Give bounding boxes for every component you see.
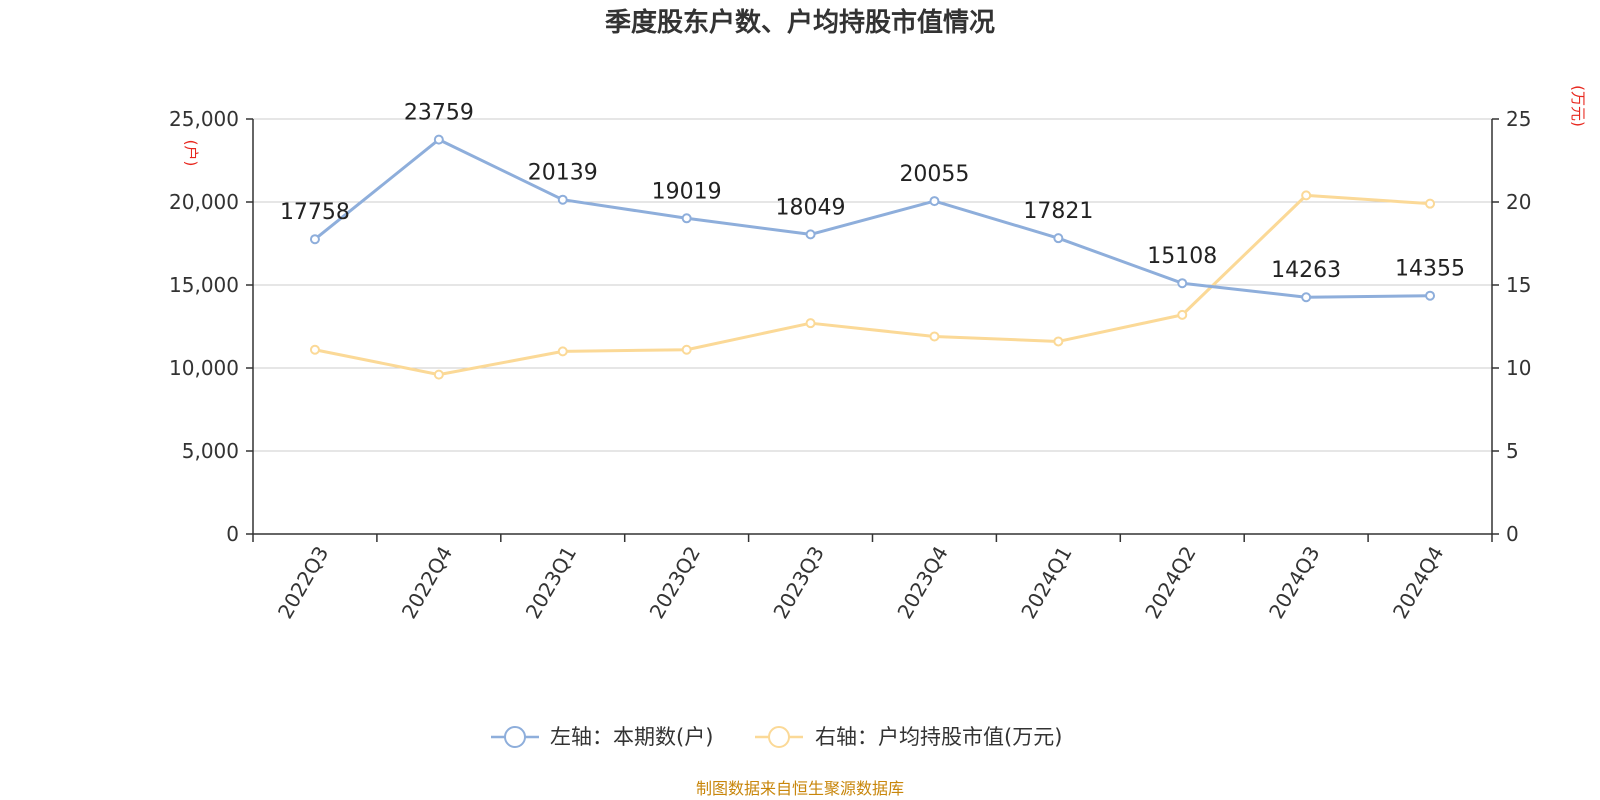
data-point-left[interactable] xyxy=(681,213,692,224)
left-axis-ticks: 0 5,000 10,000 15,000 20,000 25,000 xyxy=(169,107,253,546)
right-axis-unit: (万元) xyxy=(1569,85,1587,127)
data-point-right[interactable] xyxy=(1425,198,1436,209)
right-tick-label: 10 xyxy=(1506,356,1531,380)
grid-lines xyxy=(253,118,1492,452)
x-tick-label: 2023Q4 xyxy=(892,542,952,623)
data-point-right[interactable] xyxy=(1053,336,1064,347)
data-point-right[interactable] xyxy=(309,344,320,355)
left-tick-label: 15,000 xyxy=(169,273,239,297)
right-tick-label: 25 xyxy=(1506,107,1531,131)
data-labels: 17758 23759 20139 19019 18049 20055 17821 15108… xyxy=(280,101,1465,284)
x-tick-label: 2022Q3 xyxy=(273,542,333,623)
x-tick-label: 2024Q1 xyxy=(1016,542,1076,623)
data-label: 23759 xyxy=(404,101,474,126)
left-axis-unit: (户) xyxy=(182,140,200,167)
data-label: 17821 xyxy=(1023,199,1093,224)
data-point-left[interactable] xyxy=(1053,233,1064,244)
left-tick-label: 25,000 xyxy=(169,107,239,131)
data-label: 18049 xyxy=(776,195,846,220)
x-tick-label: 2022Q4 xyxy=(397,542,457,623)
source-note: 制图数据来自恒生聚源数据库 xyxy=(696,779,904,798)
data-label: 20055 xyxy=(899,162,969,187)
data-point-left[interactable] xyxy=(557,194,568,205)
data-point-left[interactable] xyxy=(929,196,940,207)
data-point-right[interactable] xyxy=(1301,190,1312,201)
x-tick-label: 2023Q3 xyxy=(768,542,828,623)
x-axis-ticks: 2022Q3 2022Q4 2023Q1 2023Q2 2023Q3 2023Q4 2024… xyxy=(252,534,1493,623)
legend-item-left-series[interactable]: 左轴：本期数(户) xyxy=(491,725,713,749)
data-point-right[interactable] xyxy=(681,344,692,355)
right-tick-label: 0 xyxy=(1506,522,1519,546)
legend-item-right-series[interactable]: 右轴：户均持股市值(万元) xyxy=(755,725,1062,749)
right-tick-label: 15 xyxy=(1506,273,1531,297)
data-point-right[interactable] xyxy=(805,318,816,329)
data-label: 17758 xyxy=(280,200,350,225)
data-point-left[interactable] xyxy=(1425,290,1436,301)
x-tick-label: 2024Q2 xyxy=(1140,542,1200,623)
data-label: 20139 xyxy=(528,161,598,186)
data-point-right[interactable] xyxy=(433,369,444,380)
data-label: 14263 xyxy=(1271,258,1341,283)
data-label: 15108 xyxy=(1147,244,1217,269)
data-label: 14355 xyxy=(1395,257,1465,282)
chart-title: 季度股东户数、户均持股市值情况 xyxy=(605,7,995,38)
data-point-right[interactable] xyxy=(1177,309,1188,320)
data-point-left[interactable] xyxy=(309,234,320,245)
right-axis-ticks: 0 5 10 15 20 25 xyxy=(1492,107,1531,546)
x-tick-label: 2023Q2 xyxy=(645,542,705,623)
x-tick-label: 2024Q3 xyxy=(1264,542,1324,623)
legend: 左轴：本期数(户) 右轴：户均持股市值(万元) xyxy=(491,725,1062,749)
data-label: 19019 xyxy=(652,179,722,204)
data-point-right[interactable] xyxy=(929,331,940,342)
left-tick-label: 5,000 xyxy=(182,439,239,463)
right-tick-label: 5 xyxy=(1506,439,1519,463)
data-point-left[interactable] xyxy=(433,134,444,145)
right-tick-label: 20 xyxy=(1506,190,1531,214)
series-line-right xyxy=(314,193,1431,377)
legend-label-right-series: 右轴：户均持股市值(万元) xyxy=(815,725,1062,749)
data-point-left[interactable] xyxy=(1177,278,1188,289)
data-point-left[interactable] xyxy=(1301,292,1312,303)
left-tick-label: 20,000 xyxy=(169,190,239,214)
x-tick-label: 2024Q4 xyxy=(1388,542,1448,623)
left-tick-label: 0 xyxy=(226,522,239,546)
left-tick-label: 10,000 xyxy=(169,356,239,380)
axes xyxy=(252,119,1493,535)
series-line-left xyxy=(314,138,1431,299)
legend-label-left-series: 左轴：本期数(户) xyxy=(550,725,713,749)
data-point-left[interactable] xyxy=(805,229,816,240)
series-lines xyxy=(309,134,1436,380)
x-tick-label: 2023Q1 xyxy=(521,542,581,623)
data-point-right[interactable] xyxy=(557,346,568,357)
